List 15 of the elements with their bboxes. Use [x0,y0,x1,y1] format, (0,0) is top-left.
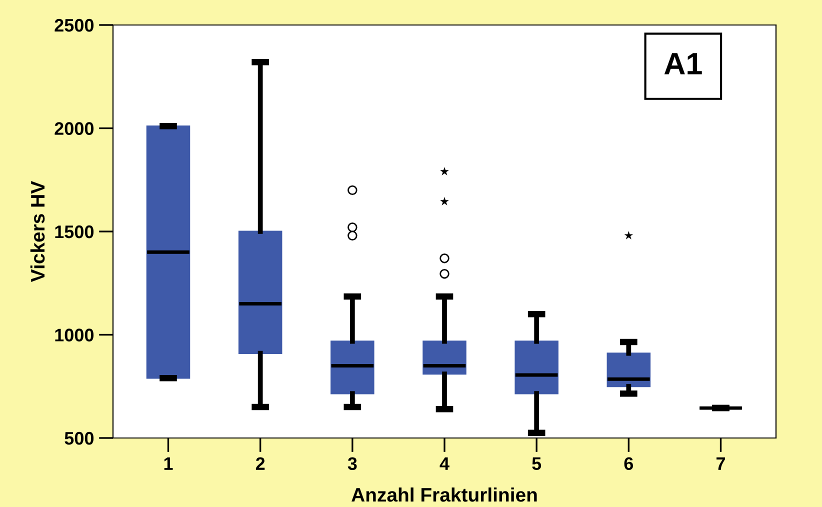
y-tick-label: 1500 [55,225,94,238]
x-tick-label: 7 [716,457,725,470]
y-tick-label: 500 [64,432,94,445]
annotation: A1 [664,53,702,74]
x-tick-label: 4 [440,457,450,470]
x-axis-title: Anzahl Frakturlinien [352,487,537,502]
y-tick-label: 2000 [54,122,94,135]
y-axis-title: Vickers HV [30,181,45,282]
x-tick-label: 6 [624,457,634,470]
y-tick-label: 1000 [55,328,94,342]
x-tick-label: 1 [164,457,173,470]
x-tick-label: 5 [532,457,542,470]
x-tick-label: 2 [256,457,265,470]
y-tick-label: 2500 [54,18,94,32]
x-tick-label: 3 [348,457,357,470]
